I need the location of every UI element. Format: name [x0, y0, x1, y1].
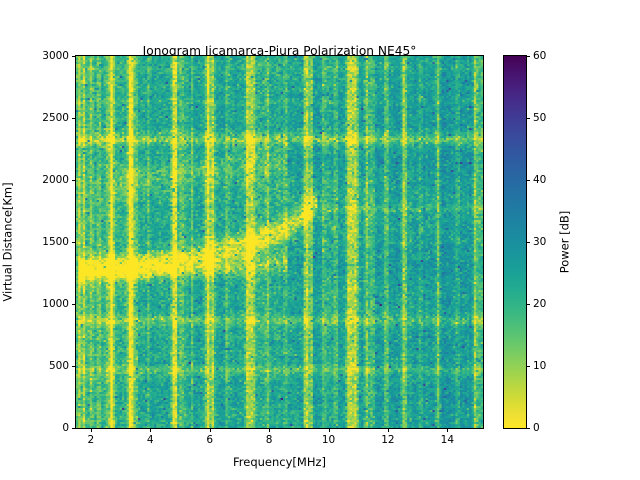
y-axis-tick-label: 1500: [42, 236, 69, 248]
x-axis-tick-mark: [150, 428, 152, 432]
colorbar-gradient: [504, 56, 526, 428]
colorbar-tick-label: 40: [533, 174, 547, 186]
colorbar-tick-mark: [526, 242, 530, 243]
x-axis-tick-label: 6: [206, 434, 214, 446]
colorbar-tick-mark: [526, 366, 530, 367]
x-axis-tick-label: 8: [265, 434, 273, 446]
y-axis-tick-mark: [71, 180, 75, 181]
y-axis-tick-label: 0: [62, 422, 69, 434]
colorbar-tick-mark: [526, 304, 530, 305]
colorbar-tick-label: 60: [533, 50, 547, 62]
colorbar-tick-mark: [526, 180, 530, 181]
ionogram-heatmap[interactable]: [76, 56, 483, 428]
y-axis-tick-mark: [71, 56, 75, 57]
x-axis-tick-mark: [269, 428, 271, 432]
figure-title-line-1: Ionogram Jicamarca-Piura Polarization NE…: [142, 44, 417, 58]
colorbar-tick-label: 0: [533, 422, 540, 434]
x-axis-tick-mark: [328, 428, 330, 432]
y-axis-label: Virtual Distance[Km]: [0, 56, 16, 428]
y-axis-tick-label: 500: [48, 360, 69, 372]
x-axis-tick-label: 2: [87, 434, 95, 446]
y-axis-tick-label: 2500: [42, 112, 69, 124]
x-axis-tick-label: 12: [381, 434, 395, 446]
colorbar-tick-mark: [526, 428, 530, 429]
y-axis-tick-label: 3000: [42, 50, 69, 62]
colorbar-tick-label: 10: [533, 360, 547, 372]
y-axis-tick-label: 2000: [42, 174, 69, 186]
x-axis-tick-label: 14: [440, 434, 455, 446]
colorbar-tick-mark: [526, 118, 530, 119]
x-axis-tick-mark: [90, 428, 92, 432]
colorbar-label-text: Power [dB]: [557, 210, 571, 274]
colorbar-tick-mark: [526, 56, 530, 57]
x-axis-tick-mark: [447, 428, 449, 432]
x-axis-tick-mark: [209, 428, 211, 432]
colorbar-tick-label: 20: [533, 298, 547, 310]
y-axis-tick-mark: [71, 428, 75, 429]
x-axis-tick-label: 4: [146, 434, 154, 446]
y-axis-tick-mark: [71, 366, 75, 367]
colorbar-tick-label: 30: [533, 236, 547, 248]
x-axis-tick-label: 10: [321, 434, 336, 446]
y-axis-label-text: Virtual Distance[Km]: [1, 182, 16, 302]
x-axis-label: Frequency[MHz]: [233, 455, 326, 469]
y-axis-tick-mark: [71, 242, 75, 243]
colorbar-label: Power [dB]: [556, 56, 572, 428]
power-colorbar[interactable]: 0 10 20 30 40 50 60: [503, 50, 546, 434]
y-axis-tick-mark: [71, 304, 75, 305]
colorbar-tick-label: 50: [533, 112, 547, 124]
ionogram-plot-area[interactable]: 0 500 1000 1500 2000 2500 3000 2 4 6 8 10 12 14: [42, 50, 484, 446]
y-axis-tick-label: 1000: [42, 298, 69, 310]
x-axis-tick-mark: [387, 428, 389, 432]
y-axis-tick-mark: [71, 118, 75, 119]
